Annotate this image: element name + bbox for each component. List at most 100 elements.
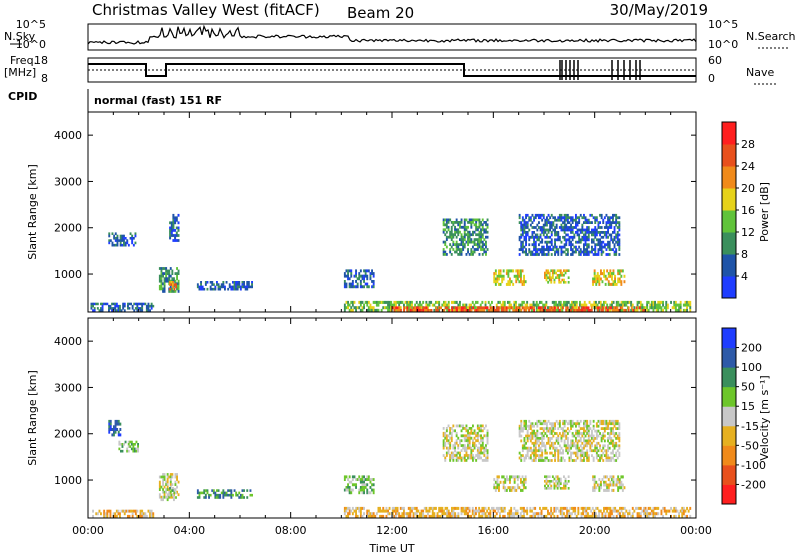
scatter-cell [95,302,98,306]
scatter-cell [586,221,589,224]
scatter-cell [520,434,523,438]
scatter-cell [480,451,482,455]
scatter-cell [541,218,544,222]
scatter-cell [462,446,465,450]
scatter-cell [420,309,423,312]
scatter-cell [579,449,582,453]
scatter-cell [364,274,367,278]
scatter-cell [539,456,542,460]
scatter-cell [550,269,553,272]
scatter-cell [566,213,569,217]
scatter-cell [607,245,609,249]
scatter-cell [239,287,242,291]
scatter-cell [343,512,346,516]
scatter-cell [121,449,124,453]
scatter-cell [463,439,466,443]
scatter-cell [138,302,140,306]
scatter-cell [554,422,556,426]
scatter-cell [620,483,623,487]
scatter-cell [176,473,178,476]
scatter-cell [586,306,588,310]
scatter-cell [559,269,562,272]
scatter-cell [554,233,556,237]
colorbar-segment [722,445,736,466]
scatter-cell [550,231,553,234]
scatter-cell [478,240,481,244]
scatter-cell [575,240,577,244]
scatter-cell [593,475,596,479]
scatter-cell [531,303,533,307]
scatter-cell [241,489,244,492]
scatter-cell [442,230,445,234]
scatter-cell [638,512,641,516]
scatter-cell [175,231,178,235]
scatter-cell [563,300,565,304]
scatter-cell [578,432,581,435]
scatter-cell [518,456,521,460]
scatter-cell [235,281,238,284]
scatter-cell [169,229,172,232]
scatter-cell [407,300,410,304]
scatter-cell [586,439,589,443]
scatter-cell [499,272,502,276]
scatter-cell [578,221,581,224]
scatter-cell [612,439,614,443]
scatter-cell [643,512,645,516]
scatter-cell [575,245,577,249]
scatter-cell [126,449,129,453]
scatter-cell [598,306,601,310]
scatter-cell [601,272,604,276]
scatter-cell [170,493,173,497]
scatter-cell [554,231,556,234]
scatter-cell [571,451,574,455]
scatter-cell [366,277,369,281]
scatter-cell [196,496,199,499]
scatter-cell [560,459,563,462]
scatter-cell [508,509,511,513]
scatter-cell [364,282,367,286]
scatter-cell [211,489,214,492]
scatter-cell [116,428,119,431]
scatter-cell [439,506,442,510]
scatter-cell [494,282,497,286]
scatter-cell [457,253,460,256]
scatter-cell [476,228,479,232]
scatter-cell [597,429,600,433]
scatter-cell [395,300,397,304]
scatter-cell [542,250,545,254]
scatter-cell [547,487,550,490]
scatter-cell [457,223,460,227]
scatter-cell [174,221,177,225]
scatter-cell [539,454,542,457]
scatter-cell [583,427,585,430]
scatter-cell [507,306,510,310]
scatter-cell [516,478,519,482]
scatter-cell [174,229,177,232]
scatter-cell [499,306,501,310]
scatter-cell [419,512,421,516]
scatter-cell [523,280,525,284]
scatter-cell [534,240,537,244]
colorbar-segment [722,166,736,189]
scatter-cell [347,483,349,487]
scatter-cell [547,271,550,275]
scatter-cell [613,446,616,450]
scatter-cell [536,441,539,445]
scatter-cell [529,432,532,435]
scatter-cell [544,276,546,279]
scatter-cell [600,253,603,256]
scatter-cell [584,306,587,310]
scatter-cell [518,429,521,433]
scatter-cell [367,306,370,310]
scatter-cell [438,300,441,304]
scatter-cell [217,287,220,291]
scatter-cell [470,250,473,254]
scatter-cell [123,443,125,446]
scatter-cell [660,306,663,310]
scatter-cell [539,446,542,450]
scatter-cell [521,429,524,433]
scatter-cell [493,478,496,482]
scatter-cell [478,235,481,239]
scatter-cell [563,441,566,445]
scatter-cell [469,306,471,310]
